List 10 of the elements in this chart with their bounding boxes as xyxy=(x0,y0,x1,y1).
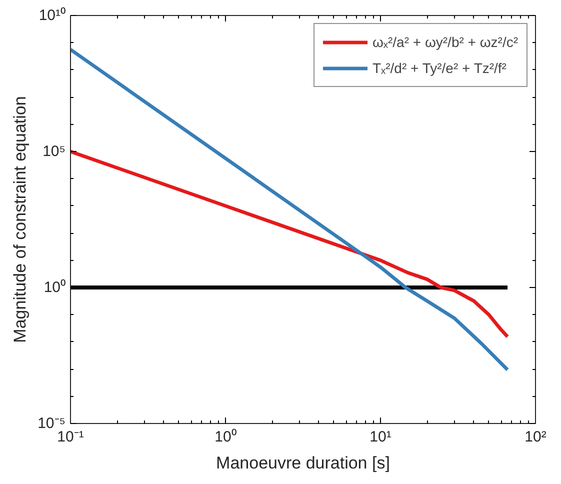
x-tick-label: 10¹ xyxy=(370,428,392,446)
y-tick-label: 10¹⁰ xyxy=(38,7,66,24)
legend-label: ωₓ²/a² + ωy²/b² + ωz²/c² xyxy=(372,34,518,50)
y-tick-label: 10⁰ xyxy=(44,279,66,296)
y-axis-title: Magnitude of constraint equation xyxy=(10,96,30,343)
legend-label: Tₓ²/d² + Ty²/e² + Tz²/f² xyxy=(372,60,506,76)
x-tick-label: 10² xyxy=(524,428,546,446)
y-tick-label: 10⁵ xyxy=(42,143,66,160)
x-axis-title: Manoeuvre duration [s] xyxy=(216,454,390,472)
x-tick-label: 10⁰ xyxy=(214,428,236,446)
